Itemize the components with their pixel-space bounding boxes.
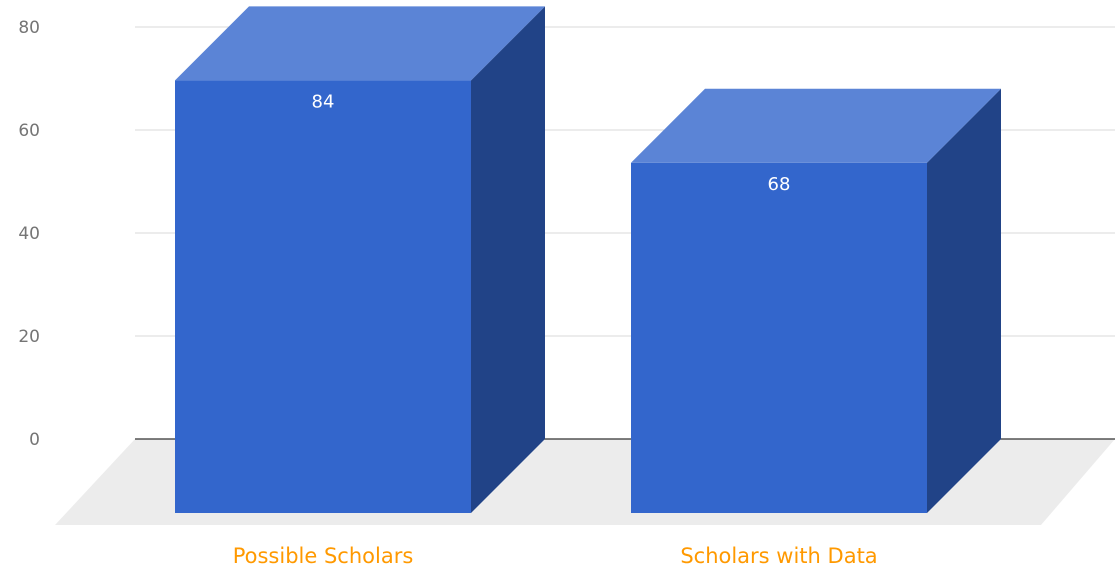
bar-front-face <box>631 162 927 514</box>
bar-top-face <box>631 88 1001 163</box>
x-axis-labels: Possible Scholars Scholars with Data <box>233 544 878 568</box>
bar-front-face <box>175 80 471 514</box>
data-label: 68 <box>768 174 791 195</box>
bar-side-face <box>927 88 1001 514</box>
y-tick-label: 60 <box>18 121 40 141</box>
bar: 84 <box>175 6 545 514</box>
x-category-label: Possible Scholars <box>233 544 414 568</box>
bar: 68 <box>631 88 1001 514</box>
y-tick-label: 0 <box>29 430 40 450</box>
y-tick-label: 80 <box>18 18 40 38</box>
x-category-label: Scholars with Data <box>680 544 877 568</box>
y-axis-ticks: 0 20 40 60 80 <box>18 18 40 450</box>
y-tick-label: 20 <box>18 327 40 347</box>
bar-side-face <box>471 6 545 514</box>
data-label: 84 <box>312 91 335 112</box>
bar-top-face <box>175 6 545 81</box>
bars: 84 68 <box>175 6 1001 514</box>
y-tick-label: 40 <box>18 224 40 244</box>
